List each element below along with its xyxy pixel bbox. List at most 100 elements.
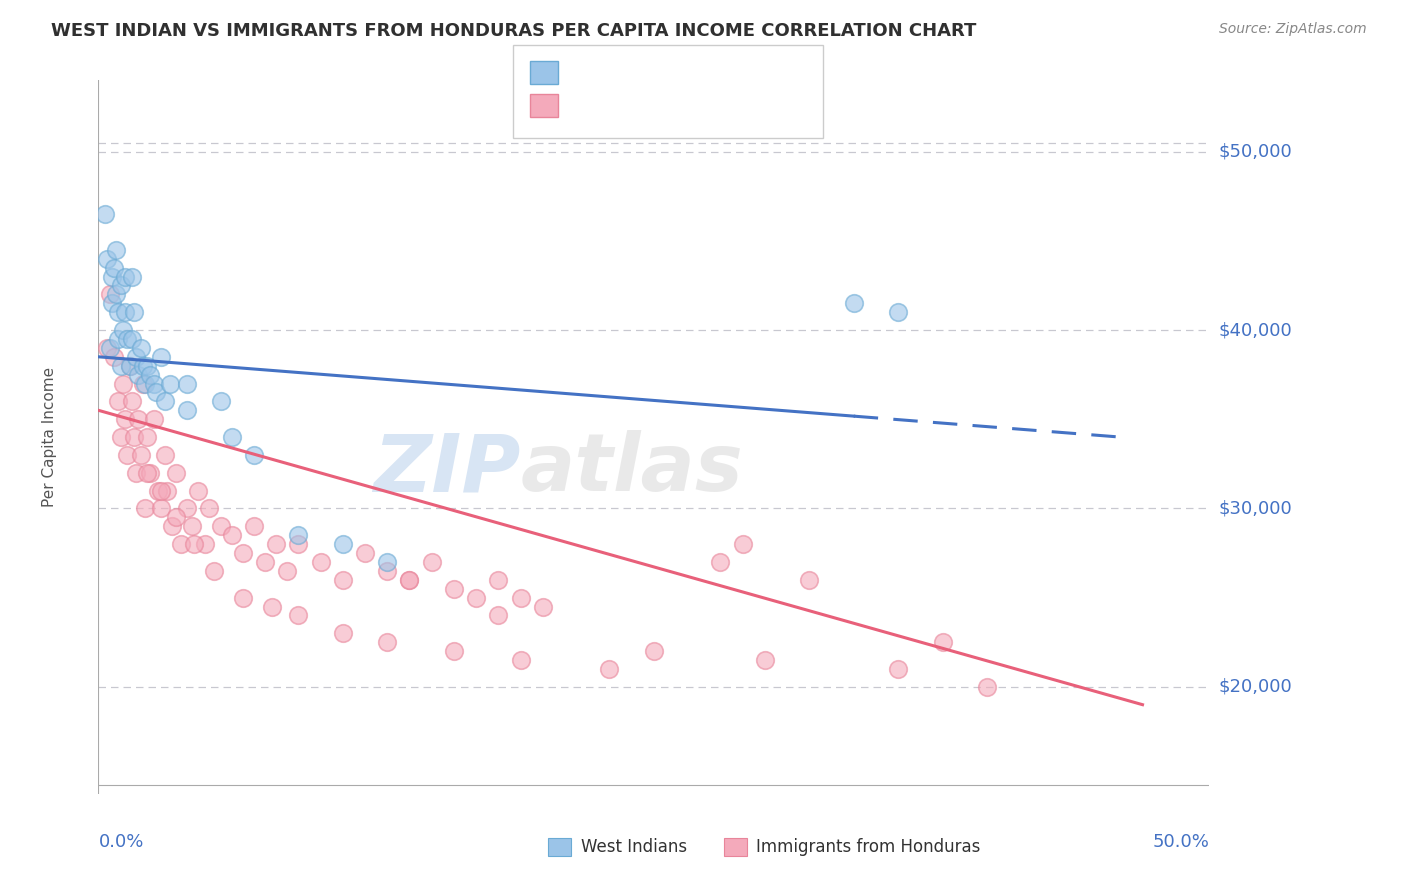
Point <box>114 305 136 319</box>
Point <box>169 537 191 551</box>
Point <box>100 296 122 310</box>
Point <box>138 368 160 382</box>
Point <box>125 350 148 364</box>
Point <box>287 528 309 542</box>
Point <box>156 483 179 498</box>
Point <box>118 359 141 373</box>
Point <box>114 412 136 426</box>
Point <box>420 555 443 569</box>
Point <box>122 430 145 444</box>
Point <box>332 537 354 551</box>
Point <box>209 394 232 409</box>
Point <box>176 403 198 417</box>
Point <box>125 466 148 480</box>
Point <box>375 555 398 569</box>
Point <box>129 341 152 355</box>
Text: Source: ZipAtlas.com: Source: ZipAtlas.com <box>1219 22 1367 37</box>
Point <box>198 501 221 516</box>
Point <box>111 376 134 391</box>
Text: WEST INDIAN VS IMMIGRANTS FROM HONDURAS PER CAPITA INCOME CORRELATION CHART: WEST INDIAN VS IMMIGRANTS FROM HONDURAS … <box>51 22 976 40</box>
Point <box>160 519 183 533</box>
Point <box>143 412 166 426</box>
Text: R = -0.318   N = 73: R = -0.318 N = 73 <box>572 98 749 116</box>
Text: Per Capita Income: Per Capita Income <box>42 367 58 508</box>
Text: West Indians: West Indians <box>581 838 686 856</box>
Point <box>129 448 152 462</box>
Point <box>799 573 821 587</box>
Point <box>107 394 129 409</box>
Point <box>121 332 143 346</box>
Point <box>731 537 754 551</box>
Point <box>149 350 172 364</box>
Point <box>153 448 176 462</box>
Text: ZIP: ZIP <box>373 430 520 508</box>
Point <box>332 573 354 587</box>
Point <box>309 555 332 569</box>
Text: 0.0%: 0.0% <box>98 833 143 851</box>
Point <box>287 608 309 623</box>
Point <box>148 483 170 498</box>
Point <box>443 644 465 658</box>
Point <box>486 608 509 623</box>
Point <box>136 359 159 373</box>
Text: Immigrants from Honduras: Immigrants from Honduras <box>756 838 981 856</box>
Point <box>107 305 129 319</box>
Point <box>221 528 243 542</box>
Point <box>509 653 531 667</box>
Point <box>887 662 910 676</box>
Point <box>287 537 309 551</box>
Text: R = -0.079   N = 42: R = -0.079 N = 42 <box>572 65 749 83</box>
Point <box>486 573 509 587</box>
Point <box>354 546 377 560</box>
Point <box>276 564 298 578</box>
Point <box>110 278 132 293</box>
Point <box>136 430 159 444</box>
Point <box>149 501 172 516</box>
Point <box>149 483 172 498</box>
Point <box>465 591 488 605</box>
Point <box>221 430 243 444</box>
Point <box>598 662 620 676</box>
Point <box>127 412 149 426</box>
Point <box>232 591 254 605</box>
Point <box>138 466 160 480</box>
Point <box>134 376 156 391</box>
Point <box>111 323 134 337</box>
Point <box>332 626 354 640</box>
Point <box>94 207 117 221</box>
Point <box>105 287 128 301</box>
Point <box>187 483 209 498</box>
Point <box>110 430 132 444</box>
Point <box>443 582 465 596</box>
Text: atlas: atlas <box>520 430 744 508</box>
Point <box>754 653 776 667</box>
Text: 50.0%: 50.0% <box>1153 833 1209 851</box>
Point <box>243 448 266 462</box>
Point <box>264 537 287 551</box>
Point <box>103 350 125 364</box>
Point <box>398 573 420 587</box>
Point <box>375 635 398 649</box>
Point <box>114 269 136 284</box>
Text: $40,000: $40,000 <box>1218 321 1292 339</box>
Point <box>398 573 420 587</box>
Point <box>134 501 156 516</box>
Point <box>132 376 155 391</box>
Point <box>96 252 118 266</box>
Point <box>100 269 122 284</box>
Point <box>110 359 132 373</box>
Point <box>976 680 998 694</box>
Point <box>117 448 139 462</box>
Text: $30,000: $30,000 <box>1218 500 1292 517</box>
Point <box>183 537 205 551</box>
Point <box>165 510 187 524</box>
Point <box>96 341 118 355</box>
Point <box>145 385 167 400</box>
Point <box>117 332 139 346</box>
Point <box>931 635 953 649</box>
Point <box>180 519 202 533</box>
Point <box>375 564 398 578</box>
Point <box>243 519 266 533</box>
Point <box>105 243 128 257</box>
Point <box>153 394 176 409</box>
